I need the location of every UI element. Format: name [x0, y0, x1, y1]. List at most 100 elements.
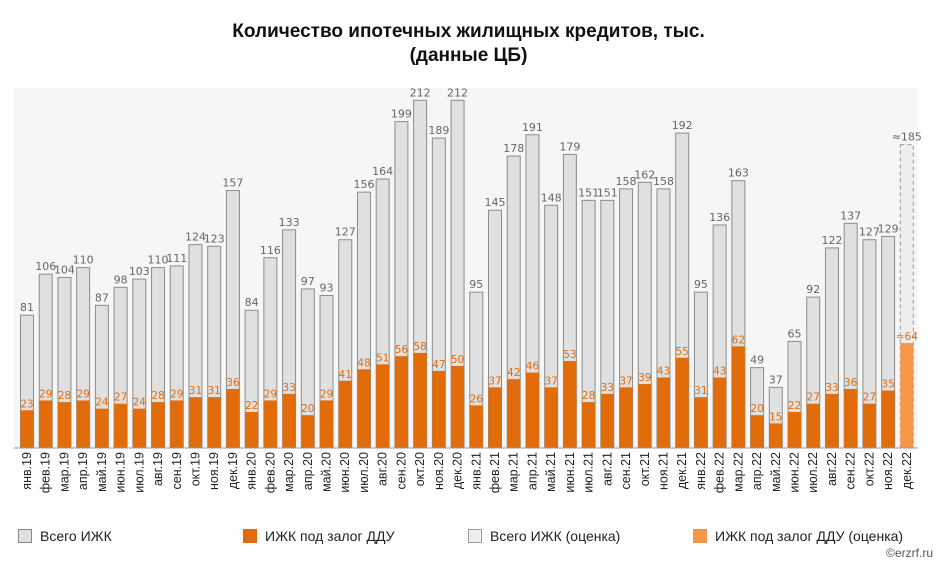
label-ddu: 22 — [245, 400, 258, 412]
bar-ddu — [132, 408, 146, 448]
x-tick-label: ноя.21 — [656, 452, 670, 490]
legend-label-total: Всего ИЖК — [40, 528, 112, 544]
bar-ddu — [525, 372, 539, 448]
label-ddu: 42 — [507, 367, 520, 379]
label-total: 92 — [806, 283, 820, 296]
x-tick-label: сен.20 — [394, 452, 408, 490]
bar-ddu — [320, 400, 334, 448]
label-ddu: 33 — [825, 382, 838, 394]
legend-swatch-ddu — [243, 529, 257, 543]
label-ddu: 36 — [226, 377, 240, 389]
x-tick-label: июл.19 — [132, 452, 146, 493]
x-tick-label: янв.19 — [20, 452, 34, 490]
label-ddu: 33 — [601, 382, 614, 394]
label-ddu: 37 — [488, 375, 501, 387]
label-ddu: 58 — [413, 341, 426, 353]
label-ddu: 28 — [582, 390, 595, 402]
legend-swatch-total-est — [468, 529, 482, 543]
x-tick-label: авг.19 — [151, 452, 165, 486]
label-total: 129 — [878, 222, 899, 235]
label-ddu: 50 — [451, 354, 464, 366]
x-tick-label: июн.19 — [114, 452, 128, 493]
label-ddu: 23 — [20, 398, 33, 410]
label-total: 103 — [129, 265, 150, 278]
bar-ddu — [114, 403, 128, 448]
label-total: 116 — [260, 244, 281, 257]
bar-ddu — [263, 400, 277, 448]
label-ddu: 35 — [881, 379, 894, 391]
label-total: 49 — [750, 354, 764, 367]
label-total: 151 — [578, 186, 599, 199]
x-tick-label: мар.20 — [282, 452, 296, 492]
bar-ddu — [675, 357, 689, 448]
bar-ddu-estimate — [900, 343, 914, 448]
bar-ddu — [563, 361, 577, 448]
bar-ddu — [245, 411, 259, 448]
label-total: 164 — [372, 165, 393, 178]
label-total: 199 — [391, 108, 412, 121]
label-total: 137 — [840, 209, 861, 222]
legend-label-total-est: Всего ИЖК (оценка) — [490, 528, 621, 544]
label-ddu: 51 — [376, 352, 389, 364]
label-total: 158 — [653, 175, 674, 188]
label-total: 93 — [320, 281, 334, 294]
label-ddu: 37 — [544, 375, 557, 387]
label-ddu: 29 — [264, 388, 277, 400]
label-total: 136 — [709, 211, 730, 224]
label-total: 65 — [788, 327, 802, 340]
x-tick-label: апр.20 — [301, 452, 315, 490]
x-tick-label: май.22 — [769, 452, 783, 492]
bar-ddu — [151, 402, 165, 448]
legend-label-ddu-est: ИЖК под залог ДДУ (оценка) — [715, 528, 904, 544]
label-total: 189 — [428, 124, 449, 137]
label-total: 158 — [616, 175, 637, 188]
label-ddu: 31 — [208, 385, 221, 397]
source-credit: ©erzrf.ru — [886, 546, 933, 560]
x-tick-label: ноя.20 — [432, 452, 446, 490]
x-tick-label: июн.20 — [338, 452, 352, 493]
x-tick-label: май.20 — [320, 452, 334, 492]
x-tick-label: сен.22 — [844, 452, 858, 490]
bar-ddu — [769, 423, 783, 448]
x-tick-label: апр.19 — [76, 452, 90, 490]
bar-ddu — [731, 346, 745, 448]
label-total: 191 — [522, 121, 543, 134]
label-ddu: 28 — [58, 390, 71, 402]
label-total: 110 — [73, 254, 94, 267]
label-ddu: 36 — [844, 377, 858, 389]
legend-swatch-total — [18, 529, 32, 543]
bar-ddu — [582, 402, 596, 448]
bar-ddu — [638, 384, 652, 448]
bar-ddu — [788, 411, 802, 448]
bar-ddu — [95, 408, 109, 448]
label-total: 81 — [20, 301, 34, 314]
label-ddu: 41 — [339, 369, 352, 381]
label-total: 95 — [694, 278, 708, 291]
x-tick-label: янв.20 — [245, 452, 259, 490]
label-ddu: 20 — [301, 403, 314, 415]
legend-ddu: ИЖК под залог ДДУ — [243, 528, 394, 544]
label-total: 151 — [597, 186, 618, 199]
bar-ddu — [39, 400, 53, 448]
x-tick-label: июн.22 — [788, 452, 802, 493]
x-tick-label: дек.20 — [451, 452, 465, 489]
label-ddu: 47 — [432, 359, 445, 371]
x-tick-label: июн.21 — [563, 452, 577, 493]
title-line-2: (данные ЦБ) — [409, 45, 528, 66]
x-tick-label: фев.20 — [263, 452, 277, 493]
bar-ddu — [656, 377, 670, 448]
x-tick-label: окт.20 — [413, 452, 427, 486]
label-ddu: 62 — [732, 334, 745, 346]
label-total: 145 — [485, 196, 506, 209]
x-tick-label: авг.20 — [376, 452, 390, 486]
label-total: 37 — [769, 373, 783, 386]
x-tick-label: май.21 — [544, 452, 558, 492]
label-total: 162 — [634, 168, 655, 181]
bar-ddu — [376, 364, 390, 448]
bar-ddu — [750, 415, 764, 448]
label-total: 179 — [559, 140, 580, 153]
label-ddu: 27 — [807, 392, 820, 404]
x-tick-label: мар.19 — [57, 452, 71, 492]
x-tick-label: апр.21 — [525, 452, 539, 490]
label-ddu: 29 — [170, 388, 183, 400]
